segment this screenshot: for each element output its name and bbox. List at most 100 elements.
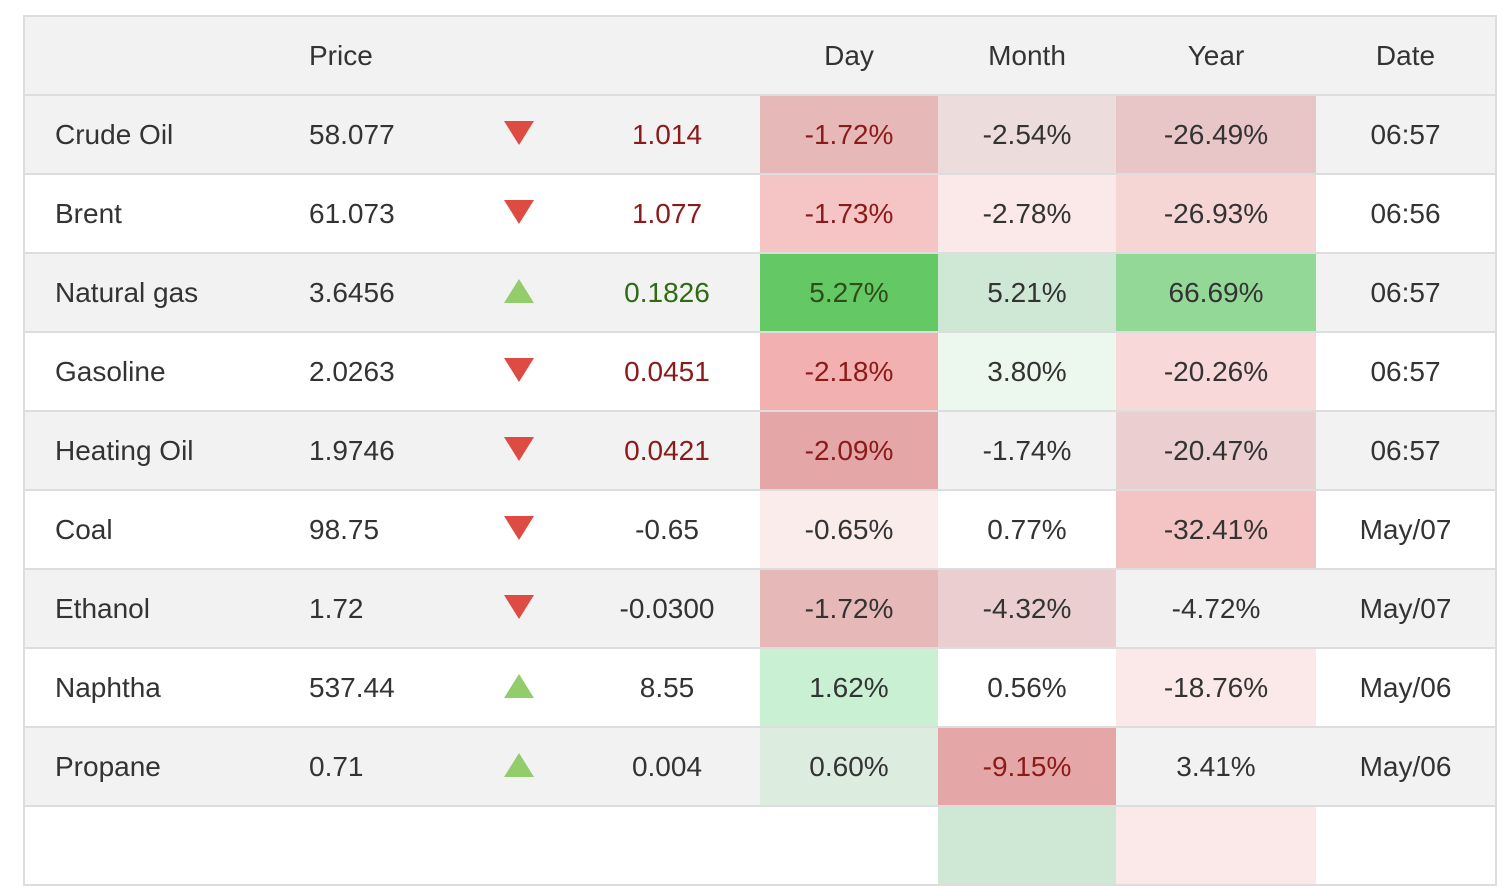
- direction-cell: [484, 727, 574, 807]
- day-change-cell: -0.65%: [760, 490, 938, 570]
- table-row[interactable]: Crude Oil 58.077 1.014 -1.72% -2.54% -26.49% 0…: [25, 95, 1495, 175]
- commodity-name-link[interactable]: Propane: [25, 727, 279, 807]
- day-change-cell: -1.72%: [760, 569, 938, 649]
- change-cell: 8.55: [574, 648, 760, 728]
- arrow-down-icon: [504, 437, 534, 462]
- date-cell: May/06: [1316, 727, 1495, 807]
- direction-cell: [484, 648, 574, 728]
- year-change-cell: 66.69%: [1116, 253, 1316, 333]
- table-body: Crude Oil 58.077 1.014 -1.72% -2.54% -26.49% 0…: [25, 95, 1495, 886]
- direction-cell: [484, 174, 574, 254]
- direction-cell: [484, 253, 574, 333]
- header-date[interactable]: Date: [1316, 17, 1495, 96]
- header-day[interactable]: Day: [760, 17, 938, 96]
- change-cell: 0.004: [574, 727, 760, 807]
- table-row[interactable]: Coal 98.75 -0.65 -0.65% 0.77% -32.41% May/07: [25, 490, 1495, 570]
- month-change-cell: -2.78%: [938, 174, 1116, 254]
- arrow-down-icon: [504, 121, 534, 146]
- arrow-up-icon: [504, 279, 534, 304]
- table-row[interactable]: Brent 61.073 1.077 -1.73% -2.78% -26.93% 06:56: [25, 174, 1495, 254]
- year-change-cell: -20.47%: [1116, 411, 1316, 491]
- arrow-down-icon: [504, 595, 534, 620]
- date-cell: 06:57: [1316, 411, 1495, 491]
- arrow-down-icon: [504, 516, 534, 541]
- day-change-cell: -1.73%: [760, 174, 938, 254]
- arrow-down-icon: [504, 358, 534, 383]
- table-row[interactable]: Propane 0.71 0.004 0.60% -9.15% 3.41% May/06: [25, 727, 1495, 807]
- month-change-cell: 0.56%: [938, 648, 1116, 728]
- table-row[interactable]: Ethanol 1.72 -0.0300 -1.72% -4.32% -4.72% May/…: [25, 569, 1495, 649]
- year-change-cell: -26.93%: [1116, 174, 1316, 254]
- direction-cell: [484, 332, 574, 412]
- commodities-table: Price Day Month Year Date Crude Oil 58.07…: [25, 17, 1495, 886]
- date-cell: 06:57: [1316, 253, 1495, 333]
- price-cell: [279, 806, 484, 886]
- day-change-cell: 0.60%: [760, 727, 938, 807]
- month-change-cell: [938, 806, 1116, 886]
- header-price[interactable]: Price: [279, 17, 484, 96]
- year-change-cell: -20.26%: [1116, 332, 1316, 412]
- date-cell: May/07: [1316, 569, 1495, 649]
- change-cell: [574, 806, 760, 886]
- month-change-cell: 0.77%: [938, 490, 1116, 570]
- price-cell: 1.72: [279, 569, 484, 649]
- direction-cell: [484, 411, 574, 491]
- commodity-name-link[interactable]: Crude Oil: [25, 95, 279, 175]
- header-name: [25, 17, 279, 96]
- month-change-cell: 5.21%: [938, 253, 1116, 333]
- date-cell: 06:57: [1316, 95, 1495, 175]
- direction-cell: [484, 806, 574, 886]
- day-change-cell: 5.27%: [760, 253, 938, 333]
- arrow-up-icon: [504, 753, 534, 778]
- year-change-cell: -4.72%: [1116, 569, 1316, 649]
- change-cell: 0.1826: [574, 253, 760, 333]
- day-change-cell: 1.62%: [760, 648, 938, 728]
- commodity-name-link[interactable]: Natural gas: [25, 253, 279, 333]
- date-cell: 06:57: [1316, 332, 1495, 412]
- price-cell: 98.75: [279, 490, 484, 570]
- date-cell: May/06: [1316, 648, 1495, 728]
- header-month[interactable]: Month: [938, 17, 1116, 96]
- header-change: [574, 17, 760, 96]
- table-header-row: Price Day Month Year Date: [25, 17, 1495, 96]
- header-year[interactable]: Year: [1116, 17, 1316, 96]
- change-cell: 0.0451: [574, 332, 760, 412]
- price-cell: 61.073: [279, 174, 484, 254]
- price-cell: 58.077: [279, 95, 484, 175]
- table-row[interactable]: Heating Oil 1.9746 0.0421 -2.09% -1.74% -20.4…: [25, 411, 1495, 491]
- day-change-cell: -2.18%: [760, 332, 938, 412]
- commodity-name-link[interactable]: Heating Oil: [25, 411, 279, 491]
- commodity-name-link[interactable]: Brent: [25, 174, 279, 254]
- year-change-cell: [1116, 806, 1316, 886]
- commodity-name-link[interactable]: [25, 806, 279, 886]
- price-cell: 3.6456: [279, 253, 484, 333]
- table-row[interactable]: [25, 806, 1495, 886]
- commodity-name-link[interactable]: Coal: [25, 490, 279, 570]
- change-cell: 1.077: [574, 174, 760, 254]
- commodity-name-link[interactable]: Naphtha: [25, 648, 279, 728]
- arrow-down-icon: [504, 200, 534, 225]
- price-cell: 1.9746: [279, 411, 484, 491]
- header-arrow: [484, 17, 574, 96]
- date-cell: [1316, 806, 1495, 886]
- table-row[interactable]: Naphtha 537.44 8.55 1.62% 0.56% -18.76% May/06: [25, 648, 1495, 728]
- year-change-cell: -32.41%: [1116, 490, 1316, 570]
- price-cell: 0.71: [279, 727, 484, 807]
- month-change-cell: -2.54%: [938, 95, 1116, 175]
- month-change-cell: 3.80%: [938, 332, 1116, 412]
- month-change-cell: -4.32%: [938, 569, 1116, 649]
- year-change-cell: -26.49%: [1116, 95, 1316, 175]
- commodity-name-link[interactable]: Gasoline: [25, 332, 279, 412]
- change-cell: 1.014: [574, 95, 760, 175]
- arrow-up-icon: [504, 674, 534, 699]
- date-cell: May/07: [1316, 490, 1495, 570]
- table-row[interactable]: Gasoline 2.0263 0.0451 -2.18% 3.80% -20.26% 06…: [25, 332, 1495, 412]
- change-cell: -0.0300: [574, 569, 760, 649]
- direction-cell: [484, 95, 574, 175]
- year-change-cell: -18.76%: [1116, 648, 1316, 728]
- table-row[interactable]: Natural gas 3.6456 0.1826 5.27% 5.21% 66.69% 0…: [25, 253, 1495, 333]
- direction-cell: [484, 569, 574, 649]
- month-change-cell: -9.15%: [938, 727, 1116, 807]
- commodity-name-link[interactable]: Ethanol: [25, 569, 279, 649]
- date-cell: 06:56: [1316, 174, 1495, 254]
